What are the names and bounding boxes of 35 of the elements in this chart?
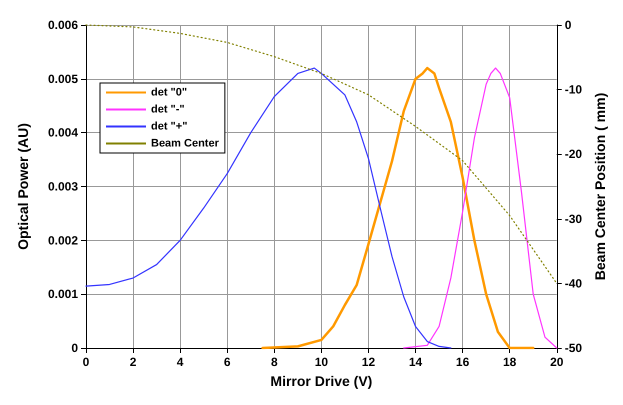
x-tick-label: 6 [224, 355, 231, 369]
y-tick-label: 0.004 [48, 126, 78, 140]
legend-label: Beam Center [151, 138, 220, 150]
x-tick-label: 20 [550, 355, 564, 369]
x-tick-label: 2 [130, 355, 137, 369]
y-tick-label: 0.005 [48, 72, 78, 86]
x-tick-label: 10 [314, 355, 328, 369]
x-tick-label: 4 [176, 355, 184, 369]
x-tick-label: 0 [82, 355, 90, 369]
y2-tick-label: -50 [564, 341, 582, 355]
x-tick-label: 8 [270, 355, 278, 369]
y-tick-label: 0.003 [48, 180, 78, 194]
legend-label: det "+" [151, 120, 188, 132]
line-series [85, 24, 558, 284]
x-tick-label: 14 [408, 355, 423, 369]
y2-tick-label: -10 [564, 82, 582, 97]
y-axis-title: Optical Power (AU) [15, 123, 31, 250]
x-tick-label: 12 [362, 355, 376, 369]
legend-label: det "-" [151, 104, 185, 116]
line-series [85, 67, 452, 349]
x-tick-label: 16 [456, 355, 470, 369]
legend-label: det "0" [151, 86, 188, 98]
y2-tick-label: -30 [564, 212, 582, 226]
y-tick-label: 0.006 [48, 18, 78, 32]
y-tick-label: 0 [71, 341, 78, 355]
line-series [403, 67, 558, 349]
y-tick-label: 0.001 [48, 287, 78, 302]
y2-axis-title: Beam Center Position ( mm) [592, 92, 608, 280]
x-axis-title: Mirror Drive (V) [270, 373, 372, 389]
x-tick-label: 18 [503, 355, 517, 369]
y-tick-label: 0.002 [48, 233, 78, 248]
y2-tick-label: -40 [564, 276, 582, 290]
line-series [261, 66, 534, 350]
y2-tick-label: -20 [564, 147, 582, 162]
y2-tick-label: 0 [564, 18, 572, 32]
